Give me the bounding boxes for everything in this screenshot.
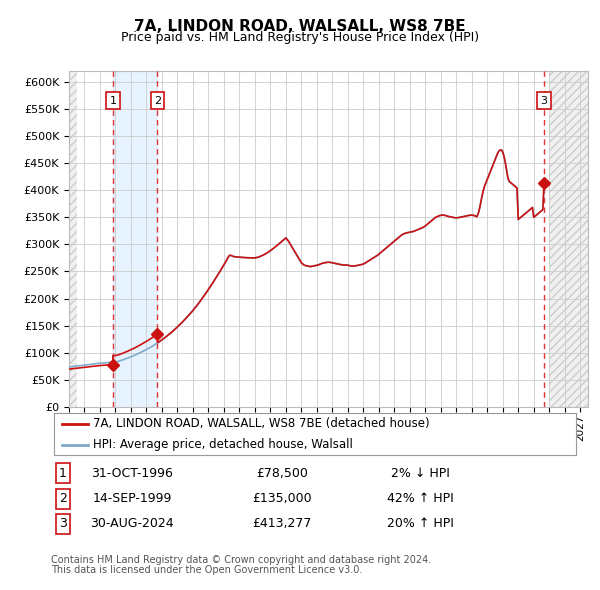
Text: 7A, LINDON ROAD, WALSALL, WS8 7BE (detached house): 7A, LINDON ROAD, WALSALL, WS8 7BE (detac… [93, 417, 430, 430]
Text: 20% ↑ HPI: 20% ↑ HPI [386, 517, 454, 530]
Text: 30-AUG-2024: 30-AUG-2024 [90, 517, 174, 530]
Bar [549, 71, 588, 407]
Text: 7A, LINDON ROAD, WALSALL, WS8 7BE: 7A, LINDON ROAD, WALSALL, WS8 7BE [134, 19, 466, 34]
Text: 14-SEP-1999: 14-SEP-1999 [92, 492, 172, 505]
Text: £413,277: £413,277 [253, 517, 311, 530]
Text: £135,000: £135,000 [252, 492, 312, 505]
Text: 2: 2 [59, 492, 67, 505]
Text: £78,500: £78,500 [256, 467, 308, 480]
Text: Price paid vs. HM Land Registry's House Price Index (HPI): Price paid vs. HM Land Registry's House … [121, 31, 479, 44]
Text: 2% ↓ HPI: 2% ↓ HPI [391, 467, 449, 480]
Text: Contains HM Land Registry data © Crown copyright and database right 2024.: Contains HM Land Registry data © Crown c… [51, 555, 431, 565]
Text: This data is licensed under the Open Government Licence v3.0.: This data is licensed under the Open Gov… [51, 565, 362, 575]
Text: 1: 1 [59, 467, 67, 480]
Text: 3: 3 [541, 96, 548, 106]
Text: 3: 3 [59, 517, 67, 530]
Text: 31-OCT-1996: 31-OCT-1996 [91, 467, 173, 480]
Text: 2: 2 [154, 96, 161, 106]
Text: 1: 1 [109, 96, 116, 106]
Text: HPI: Average price, detached house, Walsall: HPI: Average price, detached house, Wals… [93, 438, 353, 451]
Text: 42% ↑ HPI: 42% ↑ HPI [386, 492, 454, 505]
Bar [69, 71, 77, 407]
Bar [113, 71, 157, 407]
